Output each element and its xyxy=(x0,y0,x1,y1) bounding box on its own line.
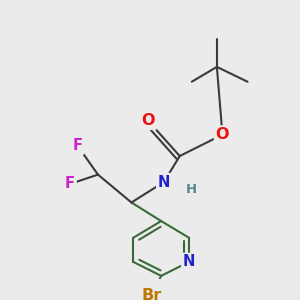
Text: H: H xyxy=(186,183,197,196)
Text: O: O xyxy=(216,127,229,142)
Text: O: O xyxy=(141,113,155,128)
Text: Br: Br xyxy=(142,288,162,300)
Text: N: N xyxy=(183,254,195,269)
Text: F: F xyxy=(73,138,82,153)
Text: N: N xyxy=(158,175,170,190)
Text: F: F xyxy=(65,176,75,191)
